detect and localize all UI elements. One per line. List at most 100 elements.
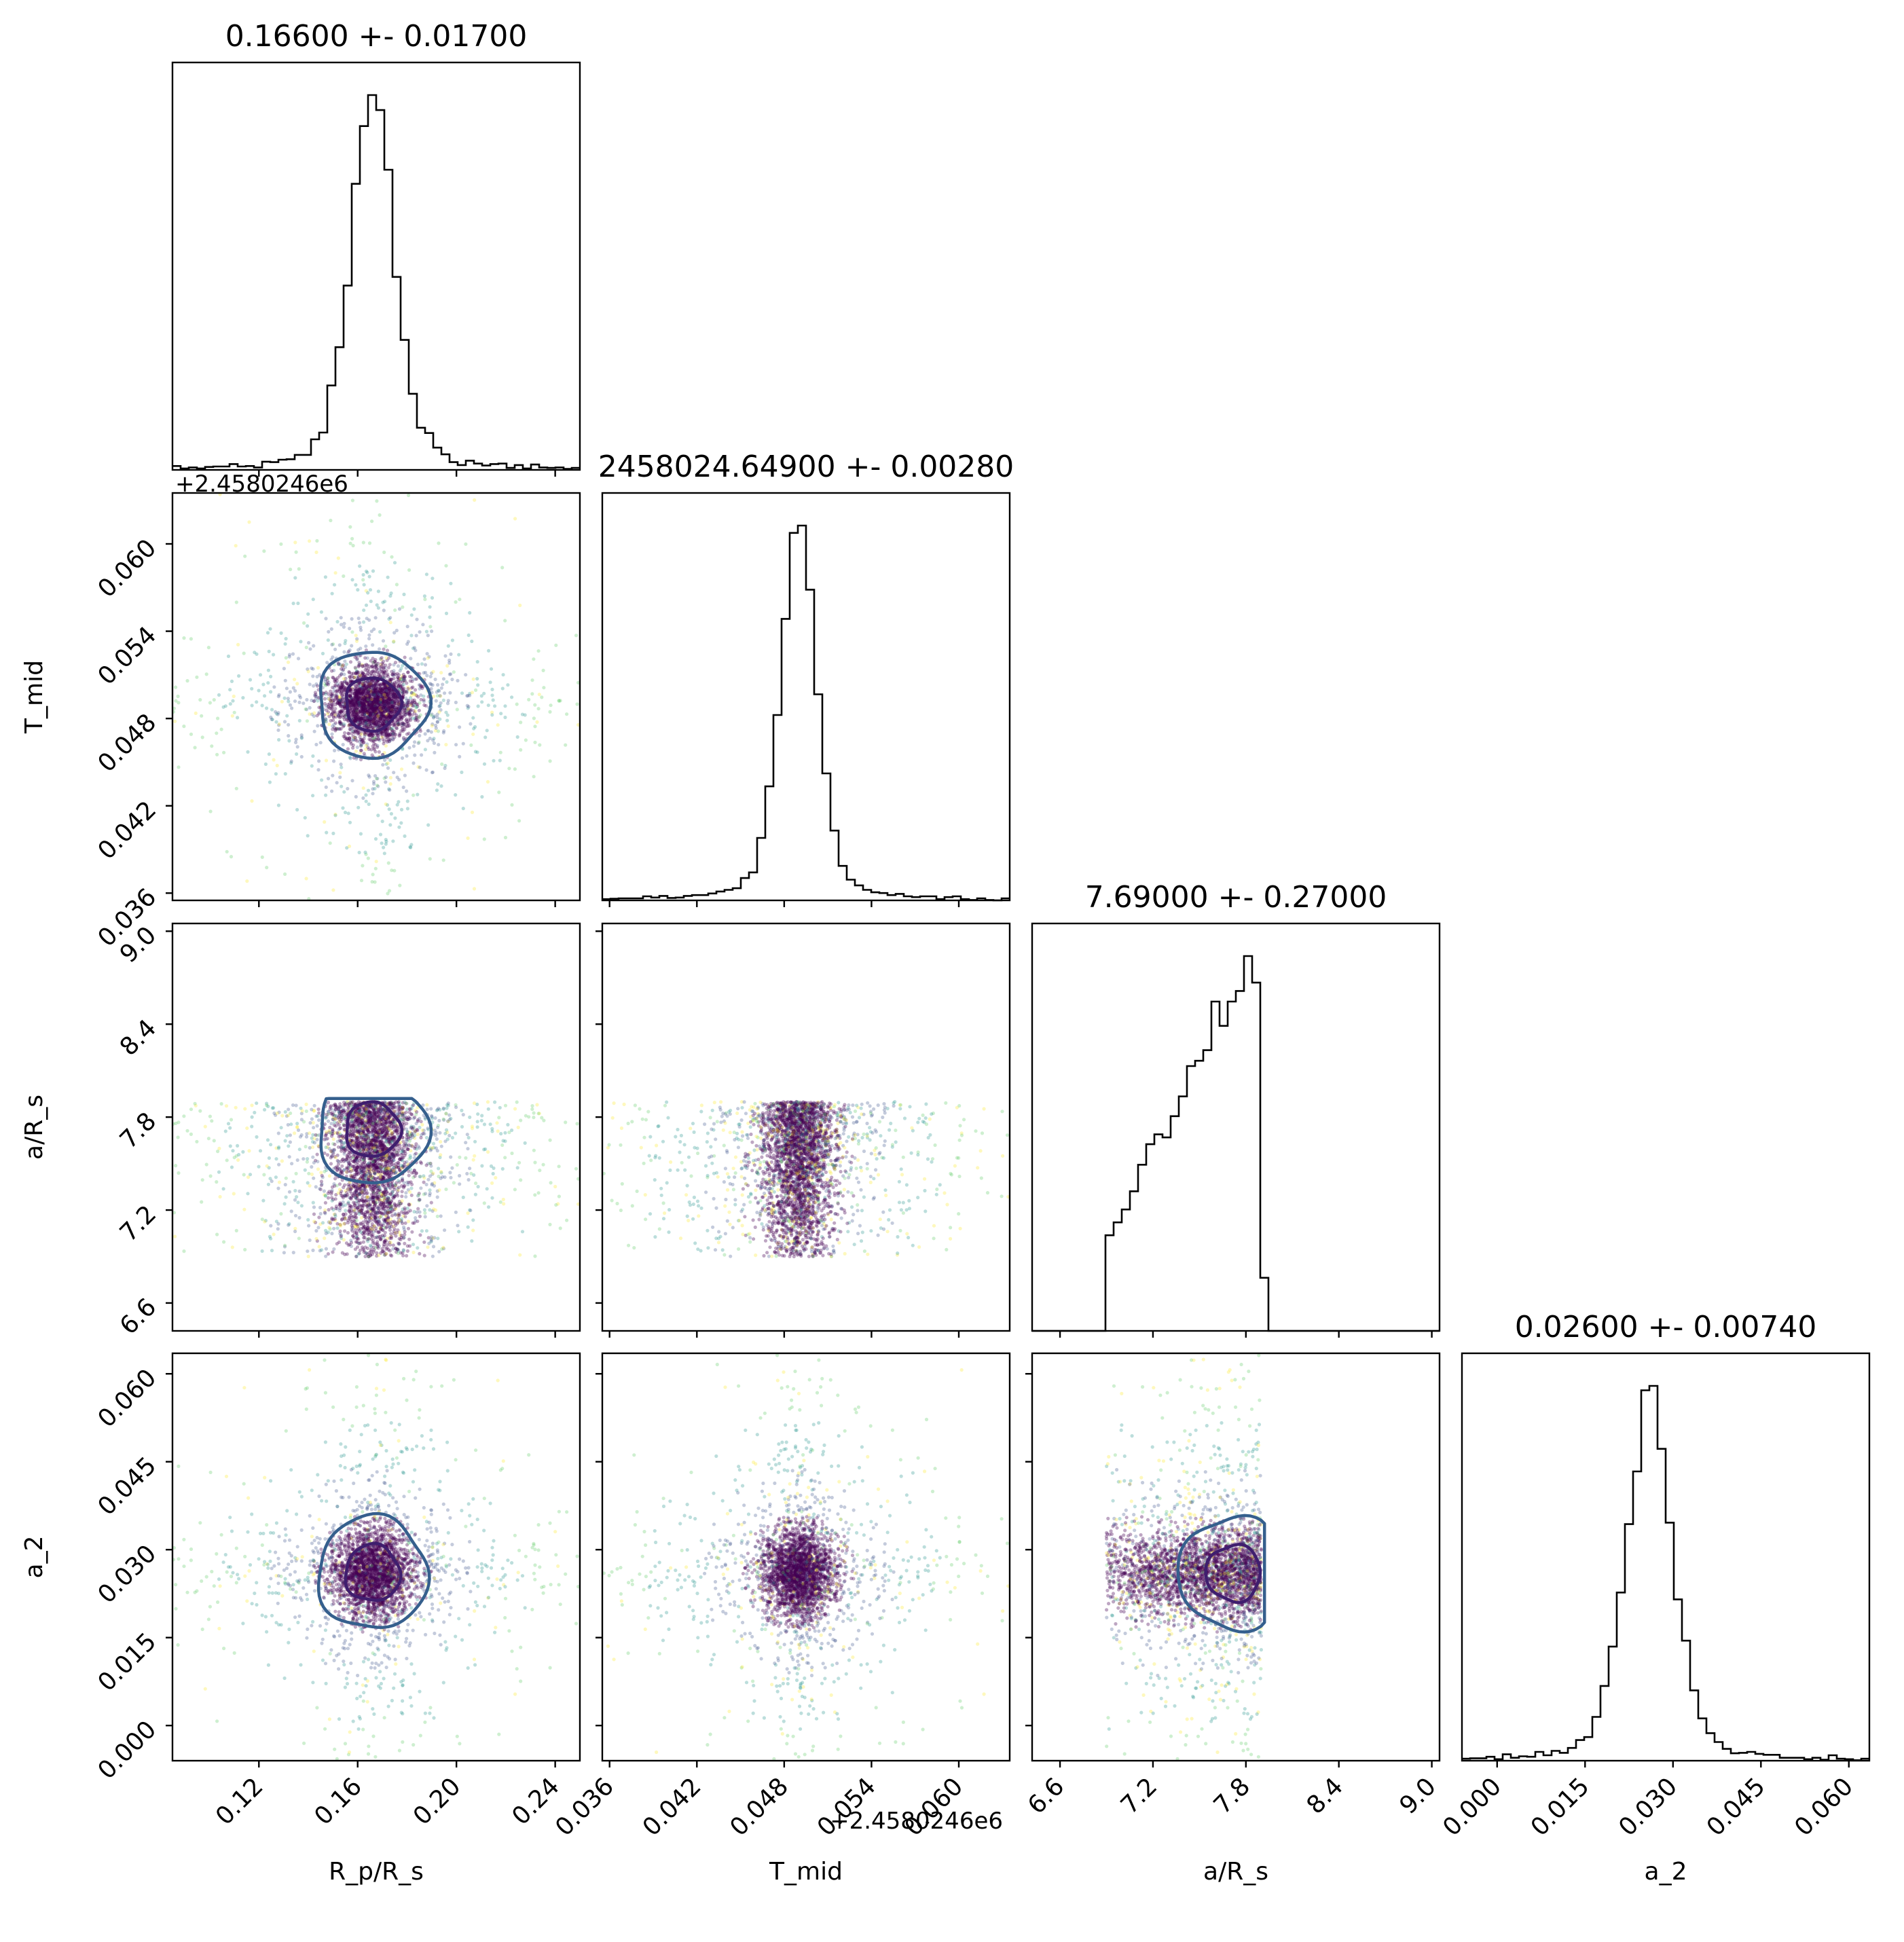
scatter-point bbox=[347, 732, 351, 736]
scatter-point bbox=[387, 686, 391, 691]
scatter-point bbox=[388, 702, 392, 706]
scatter-point bbox=[255, 1101, 259, 1105]
scatter-point bbox=[418, 701, 422, 705]
scatter-point bbox=[408, 1154, 412, 1158]
scatter-point bbox=[436, 729, 441, 733]
scatter-point bbox=[365, 669, 369, 673]
scatter-point bbox=[312, 711, 316, 715]
scatter-point bbox=[375, 682, 379, 686]
scatter-point bbox=[388, 621, 392, 625]
scatter-point bbox=[361, 706, 365, 710]
scatter-point bbox=[373, 706, 377, 710]
scatter-point bbox=[333, 729, 337, 733]
scatter-point bbox=[403, 773, 407, 777]
scatter-point bbox=[383, 730, 387, 734]
scatter-point bbox=[392, 680, 397, 684]
scatter-point bbox=[370, 725, 375, 729]
scatter-point bbox=[284, 656, 288, 660]
scatter-point bbox=[416, 792, 420, 796]
scatter-point bbox=[356, 717, 361, 721]
scatter-point bbox=[354, 689, 358, 693]
scatter-point bbox=[383, 687, 387, 691]
scatter-point bbox=[340, 664, 344, 668]
scatter-point bbox=[368, 673, 372, 677]
scatter-point bbox=[373, 710, 378, 714]
scatter-point bbox=[405, 807, 410, 811]
scatter-point bbox=[375, 715, 379, 720]
scatter-point bbox=[390, 701, 394, 706]
scatter-point bbox=[405, 703, 409, 708]
scatter-point bbox=[392, 700, 397, 704]
scatter-point bbox=[370, 713, 375, 717]
scatter-point bbox=[346, 739, 350, 743]
scatter-point bbox=[337, 721, 342, 725]
scatter-point bbox=[384, 663, 388, 667]
scatter-point bbox=[369, 629, 373, 634]
scatter-point bbox=[352, 714, 356, 718]
scatter-point bbox=[367, 733, 371, 737]
scatter-point bbox=[392, 731, 396, 735]
scatter-point bbox=[225, 849, 229, 854]
scatter-point bbox=[307, 1171, 311, 1175]
scatter-point bbox=[365, 617, 369, 621]
scatter-point bbox=[401, 725, 405, 729]
scatter-point bbox=[490, 687, 494, 692]
scatter-point bbox=[376, 813, 380, 818]
scatter-point bbox=[364, 696, 368, 700]
scatter-point bbox=[374, 722, 378, 726]
scatter-point bbox=[411, 793, 416, 797]
scatter-point bbox=[378, 689, 382, 693]
scatter-point bbox=[386, 713, 391, 717]
scatter-point bbox=[366, 701, 370, 705]
scatter-point bbox=[189, 732, 194, 736]
scatter-point bbox=[396, 718, 400, 722]
scatter-point bbox=[354, 696, 359, 700]
scatter-point bbox=[493, 1100, 497, 1104]
scatter-point bbox=[362, 686, 366, 691]
scatter-point bbox=[470, 810, 475, 814]
scatter-point bbox=[255, 700, 259, 704]
scatter-point bbox=[424, 572, 429, 576]
scatter-point bbox=[366, 698, 371, 702]
scatter-point bbox=[317, 759, 321, 763]
scatter-point bbox=[390, 705, 395, 709]
scatter-point bbox=[388, 715, 392, 719]
scatter-point bbox=[370, 735, 374, 739]
scatter-point bbox=[324, 785, 328, 789]
scatter-point bbox=[353, 735, 357, 739]
scatter-point bbox=[337, 720, 342, 724]
scatter-point bbox=[431, 683, 435, 687]
scatter-point bbox=[311, 1155, 315, 1159]
scatter-point bbox=[381, 699, 385, 703]
scatter-point bbox=[371, 744, 375, 748]
scatter-point bbox=[384, 780, 388, 784]
scatter-point bbox=[392, 699, 397, 703]
scatter-point bbox=[464, 673, 468, 677]
scatter-point bbox=[385, 693, 389, 697]
scatter-point bbox=[282, 696, 287, 700]
scatter-point bbox=[376, 606, 381, 610]
scatter-point bbox=[380, 709, 384, 713]
scatter-point bbox=[419, 1186, 423, 1190]
scatter-point bbox=[488, 1122, 492, 1126]
scatter-point bbox=[435, 1137, 439, 1141]
scatter-point bbox=[441, 1117, 445, 1121]
scatter-point bbox=[403, 708, 407, 712]
scatter-point bbox=[373, 702, 378, 706]
scatter-point bbox=[399, 686, 403, 690]
scatter-point bbox=[326, 697, 330, 701]
scatter-point bbox=[443, 691, 447, 695]
scatter-point bbox=[384, 744, 388, 748]
scatter-point bbox=[368, 703, 373, 708]
scatter-point bbox=[406, 686, 410, 691]
scatter-point bbox=[367, 685, 371, 690]
scatter-point bbox=[346, 747, 350, 751]
scatter-point bbox=[339, 699, 343, 703]
scatter-point bbox=[297, 567, 301, 571]
scatter-point bbox=[428, 615, 432, 619]
scatter-point bbox=[342, 667, 346, 672]
scatter-point bbox=[366, 715, 370, 719]
scatter-point bbox=[386, 686, 390, 691]
scatter-point bbox=[450, 678, 454, 682]
scatter-point bbox=[391, 723, 395, 727]
